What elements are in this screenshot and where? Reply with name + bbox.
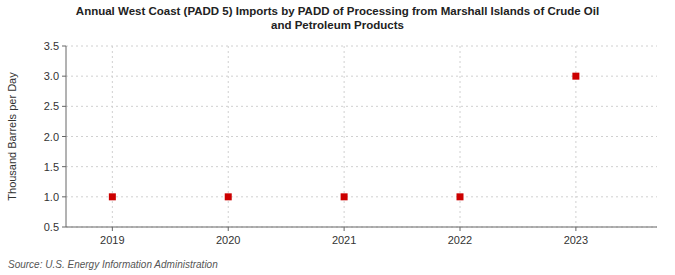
grid-line-y: [66, 106, 657, 107]
tick-x: [575, 227, 576, 231]
grid-line-y: [66, 227, 657, 228]
point: [109, 193, 116, 200]
tick-label-x: 2020: [216, 234, 240, 246]
chart: Annual West Coast (PADD 5) Imports by PA…: [0, 0, 675, 275]
grid: [66, 46, 657, 227]
tick-label-y: 1.5: [44, 161, 59, 173]
tick-label-x: 2022: [448, 234, 472, 246]
point: [225, 193, 232, 200]
y-axis-line: [66, 46, 67, 227]
tick-y: [62, 76, 66, 77]
axes: 0.5 1.0 1.5 2.0 2.5 3.0 3.5 2019 2020 2021 2022 202…: [44, 40, 657, 246]
grid-line-y: [66, 166, 657, 167]
y-axis-label: Thousand Barrels per Day: [6, 72, 18, 201]
grid-line-y: [66, 136, 657, 137]
tick-y: [62, 227, 66, 228]
tick-y: [62, 136, 66, 137]
chart-container: Annual West Coast (PADD 5) Imports by PA…: [0, 0, 675, 275]
point: [341, 193, 348, 200]
tick-y: [62, 106, 66, 107]
grid-line-y: [66, 76, 657, 77]
tick-label-y: 3.0: [44, 70, 59, 82]
tick-y: [62, 196, 66, 197]
tick-label-x: 2019: [100, 234, 124, 246]
tick-label-y: 0.5: [44, 221, 59, 233]
tick-label-y: 3.5: [44, 40, 59, 52]
point: [457, 193, 464, 200]
point: [572, 73, 579, 80]
title: Annual West Coast (PADD 5) Imports by PA…: [76, 5, 599, 31]
tick-label-x: 2021: [332, 234, 356, 246]
tick-x: [112, 227, 113, 231]
tick-label-y: 2.0: [44, 131, 59, 143]
points: [109, 73, 580, 201]
source: Source: U.S. Energy Information Administ…: [8, 259, 218, 270]
tick-label-y: 2.5: [44, 100, 59, 112]
tick-y: [62, 166, 66, 167]
tick-label-y: 1.0: [44, 191, 59, 203]
tick-y: [62, 46, 66, 47]
tick-label-x: 2023: [564, 234, 588, 246]
tick-x: [460, 227, 461, 231]
grid-line-y: [66, 196, 657, 197]
x-axis-line: [66, 227, 657, 228]
tick-x: [344, 227, 345, 231]
grid-line-y: [66, 46, 657, 47]
tick-x: [228, 227, 229, 231]
